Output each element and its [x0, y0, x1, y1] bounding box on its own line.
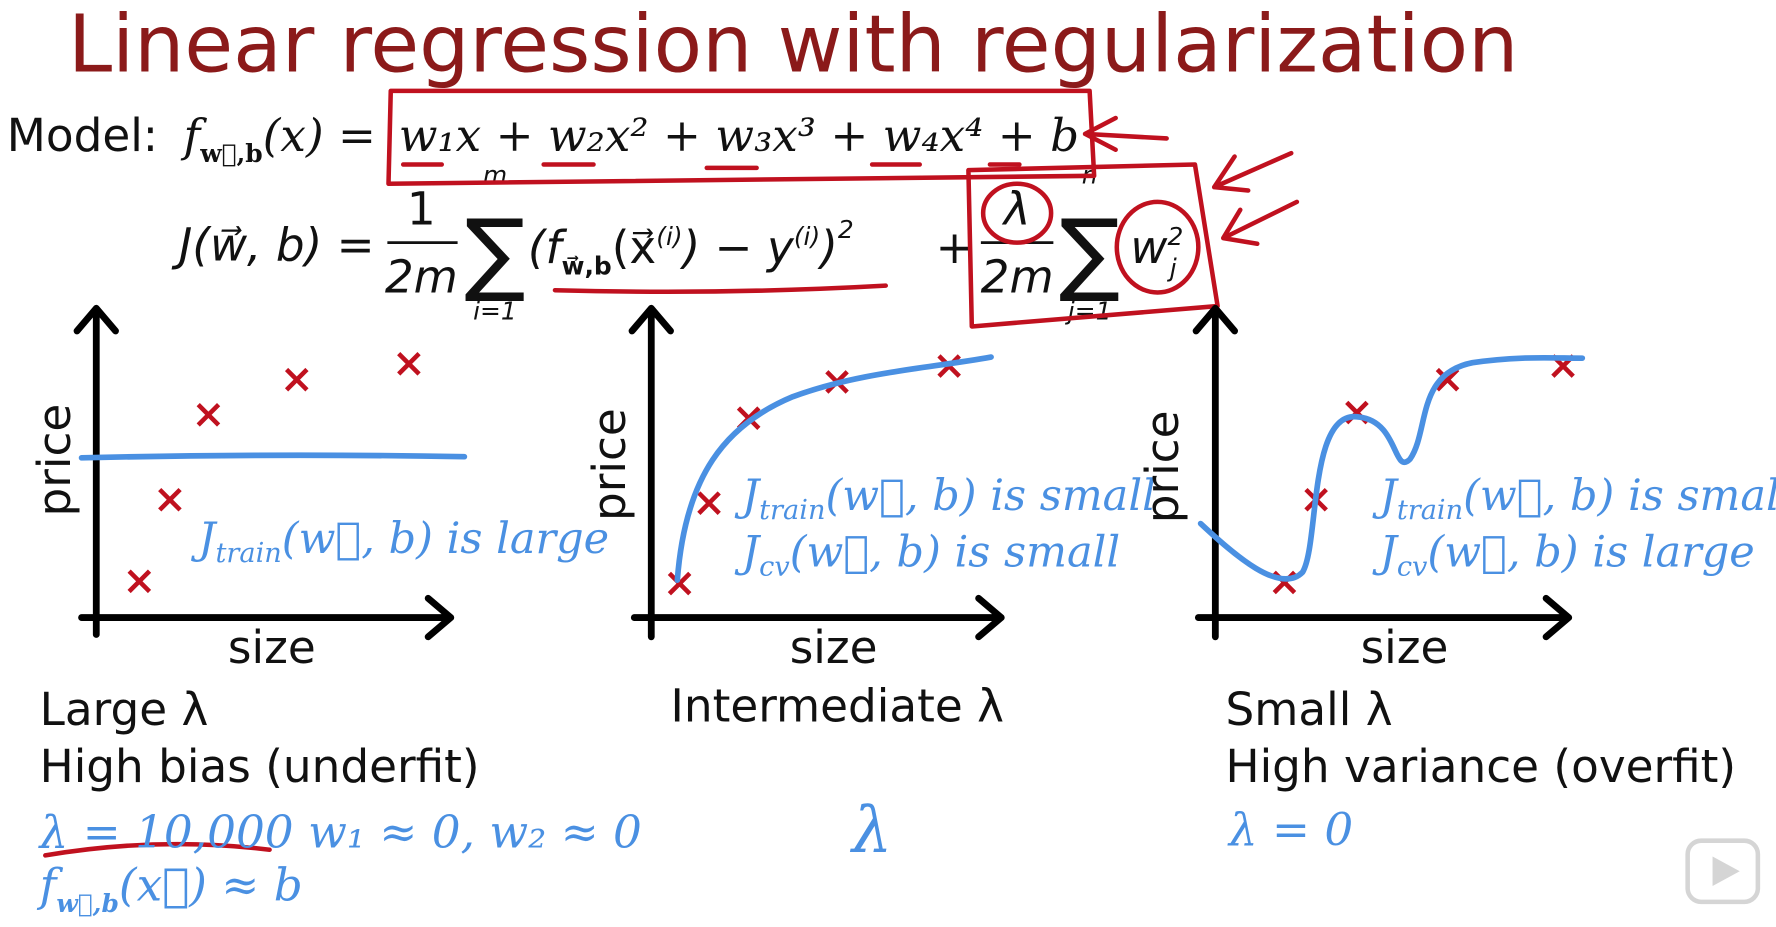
model-sub: w⃗,b — [199, 139, 262, 168]
frac2-den: 2m — [981, 250, 1054, 303]
note-symbol: J — [1372, 528, 1400, 578]
result: fw⃗,b(x⃗) ≈ b — [37, 859, 303, 918]
term1-close: ) — [817, 221, 838, 274]
term1: (fw⃗,b(x⃗(i)) − y(i))2 — [528, 215, 854, 280]
note-symbol: J — [734, 528, 762, 578]
note-sub: cv — [759, 552, 790, 583]
term1-sup: (i) — [656, 222, 682, 251]
note-symbol: J — [190, 514, 218, 564]
slide-title: Linear regression with regularization — [68, 0, 1518, 91]
note-sub: train — [1397, 495, 1463, 526]
note-rest: (w⃗, b) is small — [1463, 471, 1776, 521]
sum2: ∑ — [1059, 200, 1120, 305]
panel-overfit: price size Jtrain(w⃗, b) is small Jcv(w⃗… — [1136, 304, 1776, 856]
note: Jtrain(w⃗, b) is large — [190, 514, 609, 569]
term2-sub: j — [1167, 254, 1177, 283]
note: Jcv(w⃗, b) is small — [734, 528, 1120, 583]
sum1-top: m — [483, 161, 507, 190]
note-symbol: J — [734, 471, 762, 521]
model-rest: (x) = — [263, 109, 376, 162]
lambda-label: Intermediate λ — [671, 680, 1004, 733]
sum2-bottom: j=1 — [1065, 297, 1112, 326]
note-rest: (w⃗, b) is small — [825, 471, 1155, 521]
term1-minus: ) − y — [680, 221, 795, 274]
term2-sup: 2 — [1167, 222, 1183, 251]
model-label: Model: — [7, 109, 158, 162]
y-axis-label: price — [583, 408, 636, 521]
y-axis-label: price — [1136, 411, 1189, 524]
cost-lhs: J(w⃗, b) = — [171, 219, 375, 272]
note-sub: train — [215, 538, 281, 569]
term2-w: w — [1130, 221, 1168, 274]
panel-underfit: price size Jtrain(w⃗, b) is large Large … — [28, 304, 642, 918]
sum1-bottom: i=1 — [473, 297, 517, 326]
lambda-value: λ = 0 — [1227, 803, 1353, 856]
x-axis-label: size — [790, 621, 878, 674]
sum1: ∑ — [464, 200, 525, 305]
note: Jtrain(w⃗, b) is small — [1372, 471, 1776, 526]
note-rest: (w⃗, b) is large — [1427, 528, 1754, 578]
note-rest: (w⃗, b) is small — [790, 528, 1120, 578]
cost-plus: + — [936, 221, 974, 274]
note-sub: cv — [1397, 552, 1428, 583]
result-sub: w⃗,b — [56, 889, 118, 918]
note-rest: (w⃗, b) is large — [282, 514, 609, 564]
note: Jcv(w⃗, b) is large — [1372, 528, 1755, 583]
note-sub: train — [759, 495, 825, 526]
frac1-num: 1 — [407, 183, 436, 236]
term2: w2 j — [1130, 221, 1183, 283]
y-axis-label: price — [28, 404, 81, 517]
frac2-num: λ — [1002, 183, 1031, 236]
model-rhs: w₁x + w₂x² + w₃x³ + w₄x⁴ + b — [399, 109, 1079, 162]
play-icon — [1685, 838, 1761, 905]
model-lhs: fw⃗,b(x) = — [180, 109, 376, 168]
term1-mid: (x⃗ — [612, 221, 656, 274]
x-axis-label: size — [228, 621, 316, 674]
term1-sup2: (i) — [794, 222, 820, 251]
lambda-value: λ = 10,000 — [38, 805, 294, 858]
cost-function: J(w⃗, b) = 1 2m m ∑ i=1 (fw⃗,b(x⃗(i)) − … — [171, 161, 1183, 326]
note: Jtrain(w⃗, b) is small — [734, 471, 1156, 526]
regime: High variance (overfit) — [1226, 740, 1737, 793]
note-symbol: J — [1372, 471, 1400, 521]
weights: w₁ ≈ 0, w₂ ≈ 0 — [308, 805, 642, 858]
x-axis-label: size — [1361, 621, 1449, 674]
term1-sub: w⃗,b — [561, 251, 611, 280]
lambda-symbol: λ — [849, 793, 892, 867]
frac1-den: 2m — [385, 250, 458, 303]
panel-justright: price size Jtrain(w⃗, b) is small Jcv(w⃗… — [583, 304, 1156, 867]
lambda-label: Large λ — [40, 683, 209, 736]
regime: High bias (underfit) — [40, 740, 480, 793]
term1-open: (f — [528, 221, 568, 274]
lambda-label: Small λ — [1226, 683, 1393, 736]
term1-pow: 2 — [838, 215, 854, 244]
result-rest: (x⃗) ≈ b — [119, 859, 303, 912]
